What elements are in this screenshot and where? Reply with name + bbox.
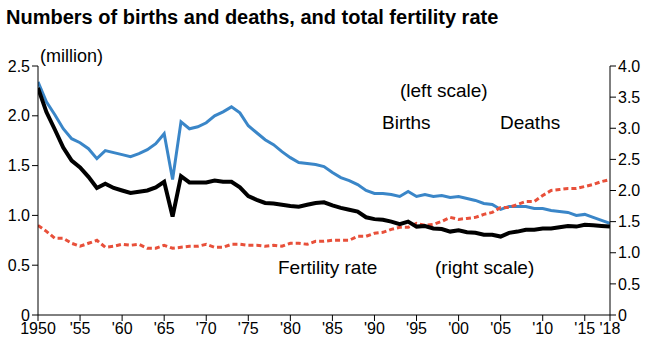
html-text:Numbers of births and deaths,: Numbers of births and deaths, and total … <box>6 6 499 28</box>
svg-text:'55: '55 <box>70 320 91 337</box>
svg-text:4.0: 4.0 <box>618 58 640 75</box>
svg-text:1.5: 1.5 <box>8 157 30 174</box>
svg-text:0.5: 0.5 <box>8 257 30 274</box>
svg-text:1.0: 1.0 <box>8 207 30 224</box>
svg-text:'70: '70 <box>196 320 217 337</box>
svg-text:'18: '18 <box>599 320 621 338</box>
html-text:(right scale): (right scale) <box>435 257 535 278</box>
svg-text:'05: '05 <box>490 320 511 337</box>
svg-text:'75: '75 <box>238 320 259 337</box>
svg-text:2.0: 2.0 <box>618 182 640 199</box>
svg-text:'65: '65 <box>154 320 175 337</box>
svg-text:0.5: 0.5 <box>618 276 640 293</box>
html-text:Births: Births <box>382 112 431 133</box>
svg-text:'10: '10 <box>532 320 553 337</box>
svg-text:2.5: 2.5 <box>618 151 640 168</box>
svg-text:1.5: 1.5 <box>618 213 640 230</box>
svg-text:'85: '85 <box>322 320 343 337</box>
html-text:Fertility rate: Fertility rate <box>278 257 378 278</box>
svg-text:2.5: 2.5 <box>8 58 30 75</box>
svg-text:'60: '60 <box>112 320 133 337</box>
svg-text:'90: '90 <box>364 320 385 337</box>
svg-text:0: 0 <box>618 307 627 324</box>
svg-text:2.0: 2.0 <box>8 107 30 124</box>
svg-text:3.5: 3.5 <box>618 89 640 106</box>
svg-text:1950: 1950 <box>20 320 56 338</box>
html-text:Deaths: Deaths <box>500 112 561 133</box>
svg-text:3.0: 3.0 <box>618 120 640 137</box>
svg-text:'15: '15 <box>574 320 595 337</box>
svg-text:0: 0 <box>21 307 30 324</box>
html-text:(million): (million) <box>40 46 103 66</box>
svg-text:'95: '95 <box>406 320 427 337</box>
svg-text:'80: '80 <box>280 320 301 337</box>
svg-text:'00: '00 <box>448 320 469 337</box>
html-text:(left scale): (left scale) <box>400 80 488 101</box>
svg-text:1.0: 1.0 <box>618 244 640 261</box>
